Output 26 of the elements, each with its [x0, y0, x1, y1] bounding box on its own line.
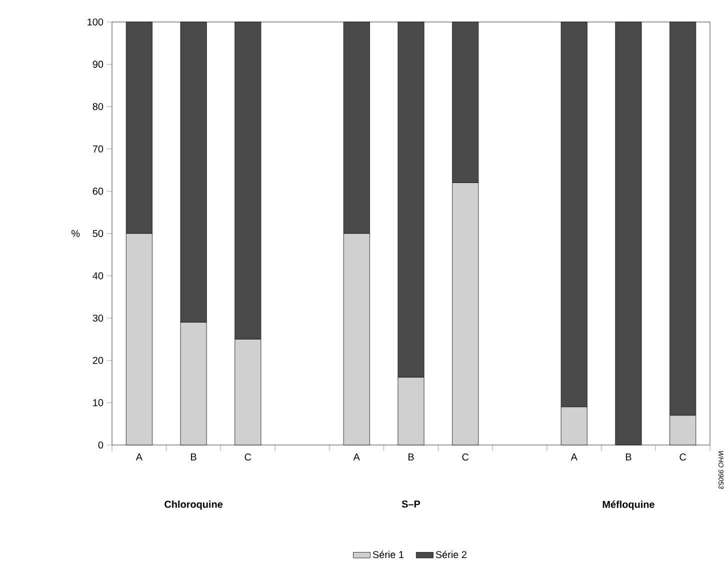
y-tick-label: 90	[92, 60, 104, 68]
y-tick-label: 80	[92, 103, 104, 110]
y-tick-label: 60	[92, 188, 104, 195]
x-tick-label: B	[626, 454, 632, 460]
legend-label: Série 2	[436, 550, 466, 558]
x-tick-label: C	[462, 454, 469, 461]
y-tick-label: 30	[92, 314, 104, 322]
text: Chloroquine	[164, 500, 223, 510]
x-tick-label: B	[191, 454, 196, 460]
x-tick-label: C	[680, 454, 686, 461]
x-tick-label: B	[408, 454, 414, 460]
x-tick-label: C	[244, 454, 252, 461]
x-tick-label: A	[136, 454, 142, 460]
y-tick-label: 100	[88, 18, 104, 26]
x-tick-label: A	[570, 454, 578, 460]
y-tick-label: 50	[92, 230, 104, 238]
legend-label: Série 1	[372, 550, 404, 558]
y-tick-label: 70	[92, 145, 104, 152]
y-tick-label: 40	[92, 272, 104, 280]
y-axis-title: %	[72, 230, 80, 237]
x-tick-label: A	[353, 454, 360, 460]
text: Méfloquine	[602, 500, 654, 510]
y-tick-label: 20	[92, 356, 104, 364]
text: S–P	[402, 500, 420, 508]
y-tick-label: 10	[93, 399, 104, 406]
y-tick-label: 0	[98, 441, 104, 449]
